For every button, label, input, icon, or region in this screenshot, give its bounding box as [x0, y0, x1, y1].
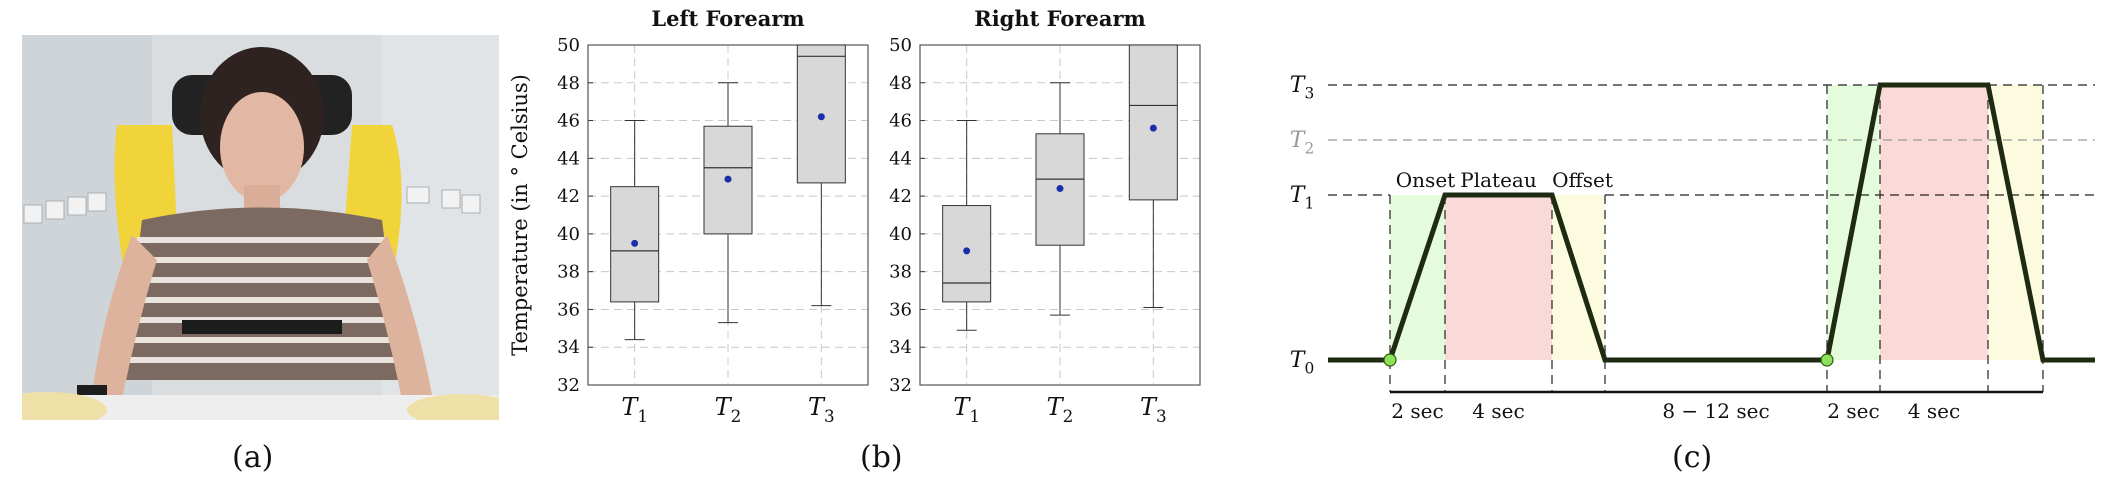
level-label-t1: T1 — [1290, 183, 1314, 213]
right-forearm-chart: Right Forearm 32 34 36 38 40 42 44 46 48 50 T1 T2 T3 — [889, 6, 1201, 426]
box-T2 — [1035, 82, 1085, 316]
x-tick-label: T3 — [808, 393, 835, 426]
box-T3 — [796, 44, 846, 307]
caption-a: (a) — [232, 440, 274, 475]
y-tick-label: 40 — [889, 224, 912, 245]
plot-frame — [919, 44, 1201, 386]
mean-point — [963, 247, 971, 255]
phase-label-plateau: Plateau — [1460, 168, 1537, 192]
y-tick-label: 46 — [889, 111, 912, 132]
plateau-region-2 — [1880, 85, 1988, 360]
boxplot-charts: Temperature (in ° Celsius) Left Forearm 32… — [508, 6, 1201, 426]
y-tick-label: 32 — [889, 375, 912, 396]
y-tick-label: 44 — [557, 148, 580, 169]
x-tick-label: T2 — [1047, 393, 1074, 426]
temperature-curve — [1328, 82, 2095, 363]
stimulus-start-marker-2 — [1820, 353, 1834, 367]
box-T3 — [1128, 44, 1178, 309]
plot-frame — [587, 44, 869, 386]
caption-c: (c) — [1672, 440, 1713, 475]
mean-point — [1056, 185, 1064, 193]
y-tick-label: 44 — [889, 148, 912, 169]
left-forearm-chart: Left Forearm 32 34 36 38 40 42 44 46 48 50 T1 T2 T3 — [557, 6, 869, 426]
box-T1 — [942, 120, 992, 331]
chart-title: Right Forearm — [974, 6, 1145, 31]
y-tick-label: 40 — [557, 224, 580, 245]
y-tick-label: 46 — [557, 111, 580, 132]
level-label-t3: T3 — [1290, 73, 1314, 103]
x-tick-label: T1 — [621, 393, 648, 426]
y-tick-label: 42 — [557, 186, 580, 207]
y-tick-label: 36 — [557, 299, 580, 320]
plateau-region — [1445, 195, 1552, 360]
duration-label-d4: 2 sec — [1827, 399, 1879, 423]
y-tick-label: 38 — [557, 262, 580, 283]
y-tick-label: 34 — [889, 337, 912, 358]
stimulus-timeline: T0 T1 T2 T3 Onset Plateau Offset 2 sec 4 sec 8 − … — [1290, 73, 2095, 423]
level-label-t0: T0 — [1290, 348, 1314, 378]
stimulus-panel: T0 T1 T2 T3 Onset Plateau Offset 2 sec 4 sec 8 − … — [1280, 0, 2104, 482]
box-T2 — [703, 82, 753, 324]
mean-point — [724, 175, 732, 183]
boxplot-panel: Temperature (in ° Celsius) Left Forearm 32… — [505, 0, 1295, 482]
caption-b: (b) — [860, 440, 903, 475]
stimulus-start-marker — [1383, 353, 1397, 367]
x-tick-label: T3 — [1140, 393, 1167, 426]
duration-label-d1: 2 sec — [1391, 399, 1443, 423]
chart-title: Left Forearm — [651, 6, 804, 31]
duration-label-d2: 4 sec — [1472, 399, 1524, 423]
subject-photo — [0, 35, 517, 428]
y-tick-label: 50 — [557, 35, 580, 56]
y-tick-label: 36 — [889, 299, 912, 320]
mean-point — [631, 239, 639, 247]
y-tick-label: 50 — [889, 35, 912, 56]
y-axis-label: Temperature (in ° Celsius) — [508, 74, 532, 356]
phase-label-offset: Offset — [1552, 168, 1613, 192]
y-tick-label: 34 — [557, 337, 580, 358]
y-tick-label: 32 — [557, 375, 580, 396]
iqr-box — [1128, 44, 1178, 201]
duration-label-d5: 4 sec — [1908, 399, 1960, 423]
y-tick-label: 48 — [889, 73, 912, 94]
y-tick-label: 38 — [889, 262, 912, 283]
y-tick-label: 42 — [889, 186, 912, 207]
photo-panel — [0, 35, 517, 428]
duration-label-d3: 8 − 12 sec — [1662, 399, 1769, 423]
level-label-t2: T2 — [1290, 128, 1314, 158]
x-tick-label: T2 — [715, 393, 742, 426]
y-tick-label: 48 — [557, 73, 580, 94]
box-T1 — [610, 120, 660, 341]
phase-label-onset: Onset — [1396, 168, 1455, 192]
x-tick-label: T1 — [953, 393, 980, 426]
mean-point — [1149, 124, 1157, 132]
mean-point — [817, 113, 825, 121]
